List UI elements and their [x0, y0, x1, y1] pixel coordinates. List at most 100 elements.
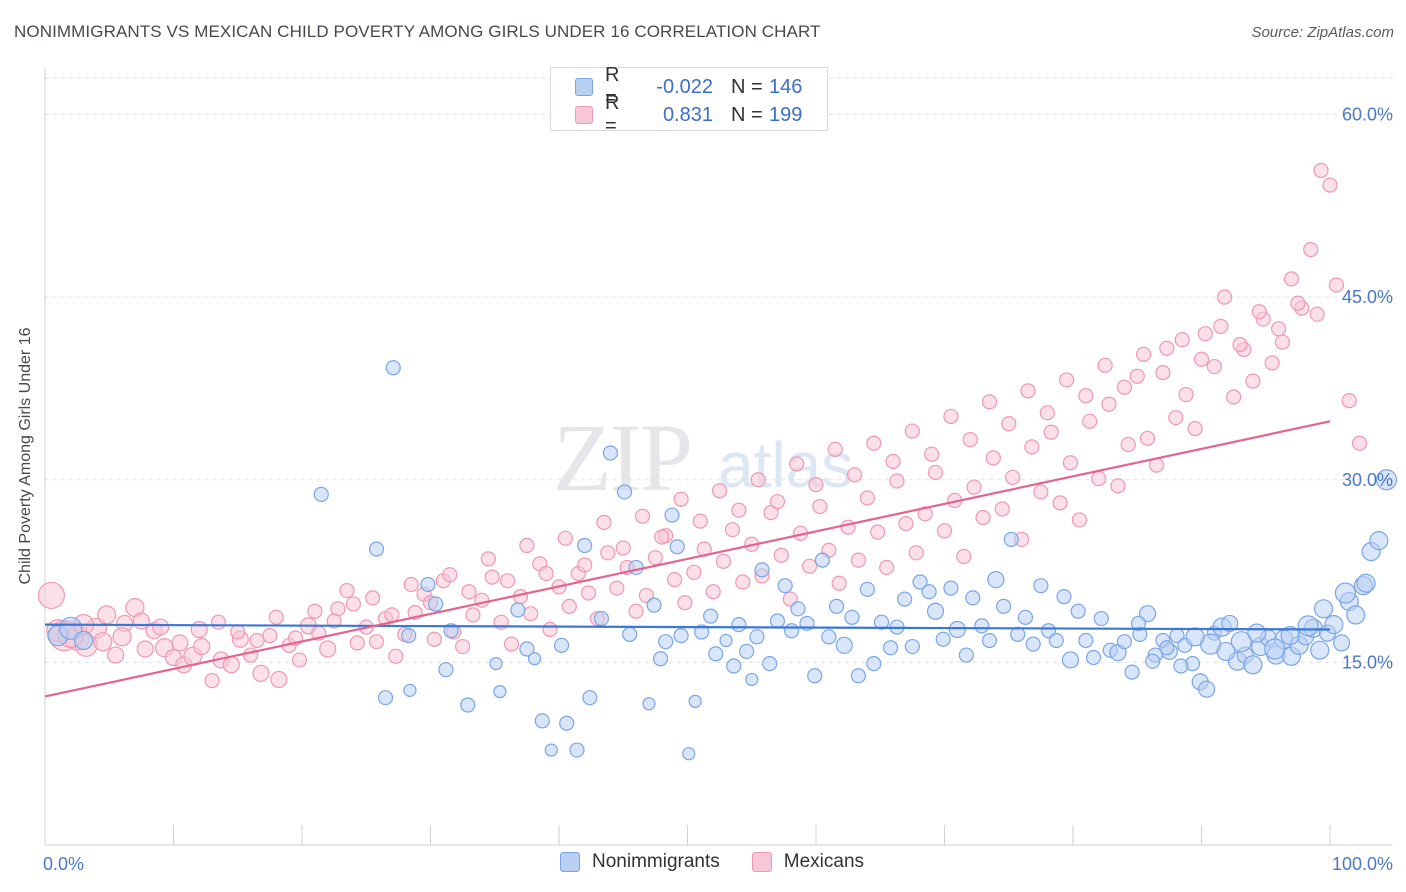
mexicans-point — [1033, 484, 1049, 500]
mexicans-point — [705, 584, 721, 600]
mexicans-point — [994, 501, 1010, 517]
nonimmigrants-point — [658, 634, 674, 650]
mexicans-point — [628, 603, 644, 619]
mexicans-point — [1290, 295, 1306, 311]
y-tick-label: 60.0% — [1342, 105, 1393, 125]
mexicans-point — [750, 472, 766, 488]
mexicans-point — [1328, 277, 1345, 293]
mexicans-point — [962, 431, 978, 448]
nonimmigrants-point — [646, 597, 662, 613]
nonimmigrants-point — [1033, 578, 1049, 594]
mexicans-point — [846, 467, 863, 483]
nonimmigrants-point — [694, 624, 710, 640]
mexicans-point — [908, 545, 924, 561]
nonimmigrants-point — [1297, 615, 1319, 637]
nonimmigrants-point — [673, 627, 689, 644]
mexicans-point — [812, 498, 828, 515]
legend-item-nonimmigrants[interactable]: Nonimmigrants — [560, 851, 720, 873]
nonimmigrants-point — [981, 632, 998, 649]
nonimmigrants-point — [1280, 625, 1300, 646]
mexicans-point — [388, 648, 404, 664]
nonimmigrants-point — [1221, 614, 1239, 633]
legend-swatch-nonimmigrants — [560, 852, 580, 872]
mexicans-point — [879, 559, 895, 576]
nonimmigrants-point — [519, 641, 535, 657]
nonimmigrants-point — [428, 596, 444, 612]
nonimmigrants-point — [1085, 649, 1102, 666]
nonimmigrants-point — [814, 552, 831, 568]
nonimmigrants-point — [754, 562, 770, 578]
nonimmigrants-point — [559, 715, 575, 731]
mexicans-point — [1303, 242, 1319, 258]
mexicans-point — [474, 592, 490, 608]
nonimmigrants-point — [420, 576, 436, 593]
mexicans-point — [898, 515, 914, 532]
mexicans-point — [455, 638, 471, 655]
nonimmigrants-point — [1324, 615, 1344, 635]
y-axis-label: Child Poverty Among Girls Under 16 — [17, 327, 34, 585]
mexicans-point — [1136, 346, 1152, 362]
mexicans-point — [1078, 388, 1094, 404]
mexicans-point — [889, 473, 905, 489]
mexicans-point — [985, 450, 1001, 466]
mexicans-point — [1264, 355, 1280, 371]
mexicans-point — [1129, 368, 1145, 384]
nonimmigrants-point — [726, 658, 742, 674]
mexicans-point — [1071, 512, 1088, 528]
mexicans-point — [1213, 318, 1229, 334]
mexicans-point — [349, 635, 365, 651]
nonimmigrants-point — [1173, 658, 1189, 674]
nonimmigrants-point — [1375, 469, 1398, 491]
mexicans-point — [252, 664, 270, 682]
nonimmigrants-point — [965, 590, 981, 606]
nonimmigrants-point — [777, 578, 793, 594]
mexicans-point — [609, 580, 625, 596]
mexicans-point — [866, 435, 882, 451]
nonimmigrants-point — [1230, 631, 1252, 653]
nonimmigrants-point — [385, 360, 401, 376]
nonimmigrants-point — [664, 507, 680, 523]
mexicans-points — [37, 162, 1368, 689]
mexicans-point — [1101, 396, 1117, 412]
mexicans-point — [222, 656, 240, 674]
mexicans-point — [152, 618, 170, 636]
nonimmigrants-point — [739, 643, 755, 660]
nonimmigrants-point — [821, 629, 837, 645]
legend-item-mexicans[interactable]: Mexicans — [751, 851, 864, 873]
mexicans-point — [1097, 357, 1113, 373]
mexicans-point — [503, 636, 520, 652]
mexicans-point — [1043, 424, 1059, 440]
mexicans-point — [735, 574, 751, 590]
series-legend: Nonimmigrants Mexicans — [560, 851, 896, 873]
mexicans-point — [1245, 373, 1261, 389]
nonimmigrants-point — [1010, 626, 1026, 642]
nonimmigrants-point — [628, 559, 644, 576]
nonimmigrants-point — [807, 668, 823, 684]
nonimmigrants-point — [1334, 582, 1357, 604]
nonimmigrants-point — [622, 626, 638, 642]
legend-swatch-mexicans — [575, 106, 593, 124]
mexicans-point — [1020, 383, 1036, 399]
mexicans-point — [1116, 379, 1133, 395]
mexicans-point — [132, 612, 150, 630]
mexicans-point — [827, 441, 843, 457]
legend-n-value: 146 — [769, 75, 803, 98]
mexicans-point — [580, 585, 597, 601]
mexicans-point — [1309, 306, 1325, 322]
mexicans-point — [345, 596, 361, 612]
nonimmigrants-point — [553, 637, 570, 653]
legend-n-value: 199 — [769, 103, 803, 126]
mexicans-point — [1251, 304, 1267, 320]
mexicans-point — [1082, 413, 1098, 429]
nonimmigrants-point — [749, 629, 765, 645]
nonimmigrants-point — [1369, 531, 1389, 551]
nonimmigrants-point — [1145, 653, 1161, 669]
nonimmigrants-point — [1356, 573, 1376, 593]
mexicans-point — [193, 637, 211, 656]
mexicans-point — [904, 423, 920, 439]
mexicans-point — [981, 394, 998, 410]
nonimmigrants-point — [438, 662, 454, 678]
nonimmigrants-point — [958, 647, 974, 663]
mexicans-point — [384, 607, 400, 623]
mexicans-point — [465, 607, 481, 623]
